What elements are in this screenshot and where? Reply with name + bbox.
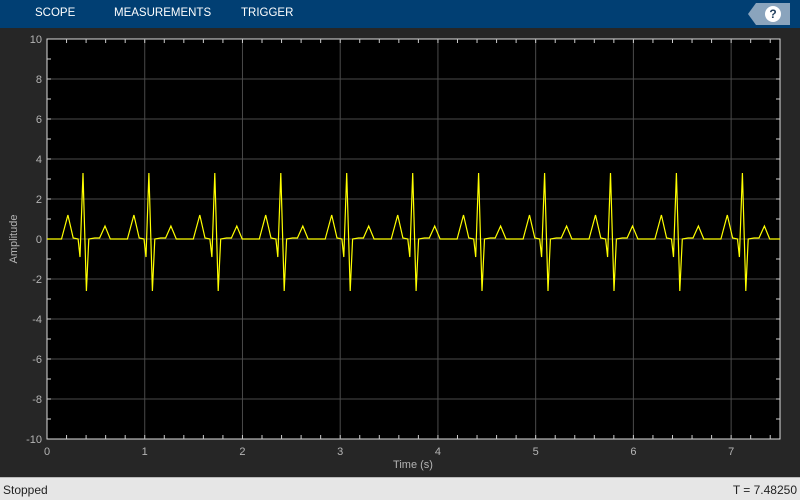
y-tick-label: 0 [36, 234, 42, 246]
x-axis-label: Time (s) [393, 459, 433, 471]
y-tick-label: -4 [32, 314, 42, 326]
y-tick-label: -6 [32, 354, 42, 366]
x-tick-label: 6 [630, 446, 636, 458]
y-axis-label: Amplitude [8, 215, 20, 264]
x-tick-label: 0 [44, 446, 50, 458]
signal-trace [47, 172, 780, 292]
y-tick-label: 2 [36, 194, 42, 206]
x-tick-label: 3 [337, 446, 343, 458]
x-tick-label: 5 [533, 446, 539, 458]
y-tick-label: -8 [32, 394, 42, 406]
grid [47, 39, 780, 439]
y-tick-label: 6 [36, 114, 42, 126]
x-tick-label: 2 [239, 446, 245, 458]
y-tick-label: 8 [36, 74, 42, 86]
run-state: Stopped [3, 483, 48, 497]
x-tick-label: 4 [435, 446, 441, 458]
y-tick-label: -10 [26, 434, 42, 446]
status-bar: Stopped T = 7.48250 [0, 477, 800, 500]
y-tick-label: 10 [30, 34, 42, 46]
x-tick-label: 1 [142, 446, 148, 458]
y-tick-label: -2 [32, 274, 42, 286]
x-tick-label: 7 [728, 446, 734, 458]
time-scope-plot: 0 1 2 3 4 5 6 7 -10 -8 -6 -4 -2 0 2 4 6 8 10 Time (s) Ampl… [8, 34, 781, 471]
y-tick-label: 4 [36, 154, 42, 166]
simulation-time: T = 7.48250 [732, 483, 797, 497]
help-button[interactable]: ? [748, 3, 790, 25]
tab-scope[interactable]: SCOPE [35, 7, 76, 19]
tab-trigger[interactable]: TRIGGER [241, 7, 294, 19]
toolstrip: SCOPE MEASUREMENTS TRIGGER ? [0, 0, 800, 28]
question-mark-icon: ? [765, 6, 781, 22]
tab-measurements[interactable]: MEASUREMENTS [114, 7, 212, 19]
